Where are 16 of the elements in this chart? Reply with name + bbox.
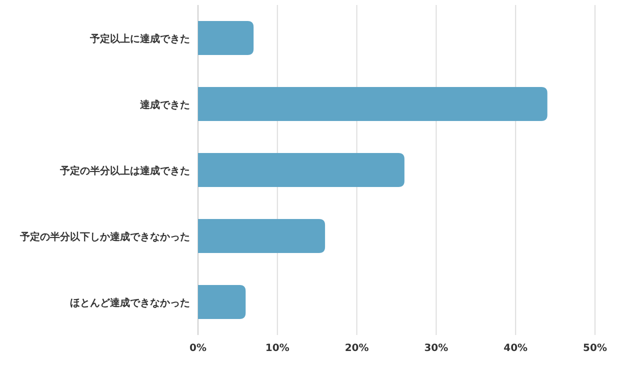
y-tick-label: 予定の半分以上は達成できた <box>59 165 190 177</box>
x-tick-label: 30% <box>424 343 448 354</box>
bar <box>198 285 246 319</box>
bar <box>198 21 254 55</box>
x-tick-label: 20% <box>344 343 369 354</box>
y-tick-label: ほとんど達成できなかった <box>70 297 190 309</box>
bar <box>198 219 326 253</box>
y-tick-label: 達成できた <box>139 99 190 111</box>
y-tick-label: 予定以上に達成できた <box>89 33 190 45</box>
x-tick-label: 10% <box>265 343 290 354</box>
bar <box>198 153 404 187</box>
x-tick-label: 40% <box>504 343 528 354</box>
bar <box>198 87 548 121</box>
y-tick-label: 予定の半分以下しか達成できなかった <box>19 231 190 243</box>
x-tick-label: 50% <box>583 343 607 354</box>
x-tick-label: 0% <box>190 343 206 354</box>
